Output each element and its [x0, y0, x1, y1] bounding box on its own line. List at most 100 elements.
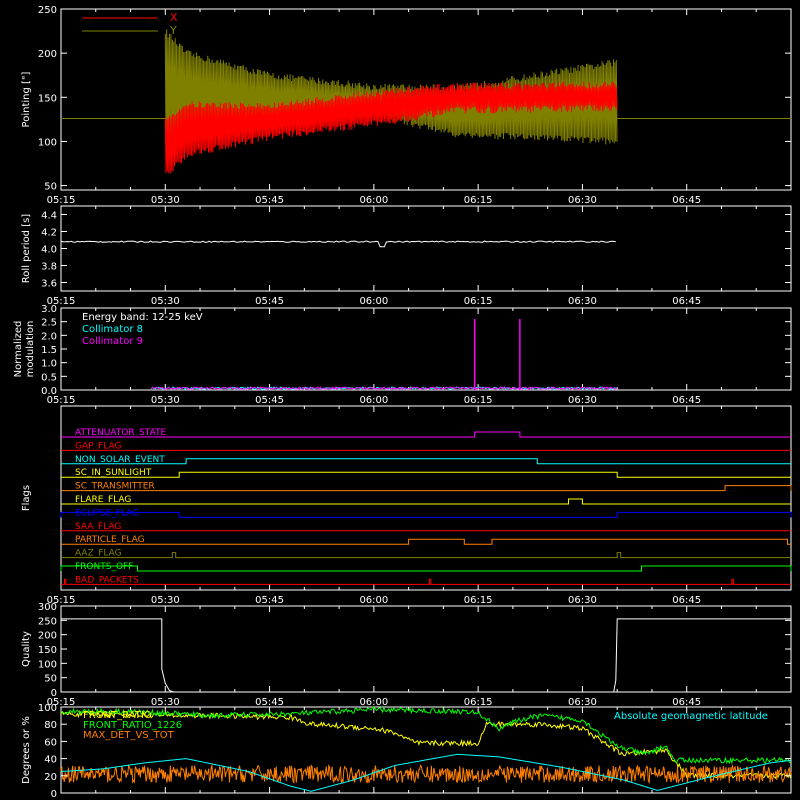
panel-0-y-tick-label: 50 [44, 182, 57, 193]
flag-particle-flag-label: PARTICLE_FLAG [75, 535, 145, 545]
panel-1-x-tick-label: 05:30 [151, 296, 180, 307]
panel-2-y-tick-label: 3.0 [41, 304, 57, 315]
degrees-legend-0: FRONT_RATIO [83, 710, 152, 721]
panel-0-x-tick-label: 05:45 [255, 195, 284, 206]
panel-5-y-tick-label: 0 [51, 789, 57, 800]
flag-eclipse-flag-line [60, 511, 792, 518]
panel-1-x-tick-label: 06:00 [359, 296, 388, 307]
panel-0-y-tick-label: 100 [38, 137, 57, 148]
panel-2-y-tick-label: 0.0 [41, 386, 57, 397]
panel-2-y-tick-label: 2.0 [41, 331, 57, 342]
panel-3-x-tick-label: 05:45 [255, 595, 284, 606]
flag-non-solar-event-label: NON_SOLAR_EVENT [75, 455, 165, 465]
panel-1-y-tick-label: 3.6 [41, 279, 57, 290]
panel-0-y-tick-label: 250 [38, 5, 57, 16]
panel-1-x-tick-label: 06:15 [464, 296, 493, 307]
panel-1-y-tick-label: 3.8 [41, 262, 57, 273]
flag-bad-packets-label: BAD_PACKETS [75, 575, 139, 585]
flag-sc-transmitter-line [61, 485, 792, 492]
degrees-legend-3: Absolute geomagnetic latitude [614, 711, 768, 722]
flag-flare-flag-label: FLARE_FLAG [75, 495, 131, 505]
flag-aaz-flag-line [61, 552, 791, 559]
flag-non-solar-event-line [61, 458, 791, 465]
flag-flare-flag-line [61, 498, 791, 505]
panel-2-x-tick-label: 06:45 [672, 395, 701, 406]
panel-1-y-tick-label: 4.4 [41, 211, 57, 222]
degrees-legend-1: FRONT_RATIO_1226 [83, 720, 182, 731]
pointing-legend-y-label: Y [169, 24, 177, 37]
panel-1-frame [60, 205, 792, 292]
panel-2-x-tick-label: 05:45 [255, 395, 284, 406]
panel-3-x-tick-label: 06:15 [464, 595, 493, 606]
panel-1-y-axis-label: Roll period [s] [21, 214, 32, 283]
flag-attenuator-state-label: ATTENUATOR_STATE [75, 428, 167, 438]
modulation-legend-1: Collimator 8 [82, 324, 143, 335]
panel-0-y-axis-label: Pointing ["] [21, 71, 32, 127]
panel-4-x-tick-label: 06:30 [568, 697, 597, 708]
flag-sc-in-sunlight-label: SC_IN_SUNLIGHT [75, 468, 152, 478]
panel-4-x-tick-label: 06:00 [359, 697, 388, 708]
panel-5-frame [60, 706, 792, 794]
panel-3-frame [60, 405, 792, 591]
panel-2-y-axis-label: modulation [25, 321, 36, 378]
panel-3-x-tick-label: 06:00 [359, 595, 388, 606]
panel-0-x-tick-label: 06:00 [359, 195, 388, 206]
panel-5-y-tick-label: 20 [44, 772, 57, 783]
panel-5-y-tick-label: 60 [44, 737, 57, 748]
flag-bad-packets-line [61, 578, 791, 585]
quality-trace [61, 618, 791, 693]
degrees-front-ratio-trace [60, 709, 792, 781]
panel-4-y-tick-label: 300 [38, 602, 57, 613]
flag-sc-transmitter-label: SC_TRANSMITTER [75, 482, 155, 492]
panel-4-y-tick-label: 100 [38, 659, 57, 670]
panel-2-x-tick-label: 05:15 [47, 395, 76, 406]
panel-4-y-tick-label: 50 [44, 674, 57, 685]
panel-3-x-tick-label: 05:30 [151, 595, 180, 606]
panel-1-x-tick-label: 05:15 [47, 296, 76, 307]
panel-4-x-tick-label: 05:30 [151, 697, 180, 708]
degrees-absolute-geomagnetic-latitude-trace [60, 753, 791, 792]
panel-0-x-tick-label: 05:15 [47, 195, 76, 206]
panel-4-y-tick-label: 150 [38, 645, 57, 656]
panel-4-y-tick-label: 0 [51, 688, 57, 699]
flag-sc-in-sunlight-line [61, 471, 791, 478]
degrees-front-ratio-1226-trace [60, 705, 791, 765]
roll-period-trace [60, 240, 616, 248]
panel-5-y-tick-label: 80 [44, 720, 57, 731]
flag-fronts-off-line [60, 565, 792, 572]
flag-particle-flag-line [61, 538, 791, 545]
panel-0-y-tick-label: 200 [38, 49, 57, 60]
flag-gap-flag-label: GAP_FLAG [75, 441, 121, 451]
flag-eclipse-flag-label: ECLIPSE_FLAG [75, 508, 139, 518]
flag-attenuator-state-line [61, 431, 791, 438]
panel-4-y-axis-label: Quality [21, 631, 32, 667]
panel-3-x-tick-label: 05:15 [47, 595, 76, 606]
panel-4-x-tick-label: 06:45 [672, 697, 701, 708]
panel-3-x-tick-label: 06:45 [672, 595, 701, 606]
panel-1-y-tick-label: 4.0 [41, 245, 57, 256]
panel-1-x-tick-label: 06:30 [568, 296, 597, 307]
panel-2-y-axis-label: Normalized [13, 321, 24, 378]
panel-1-x-tick-label: 05:45 [255, 296, 284, 307]
panel-4-x-tick-label: 06:15 [464, 697, 493, 708]
panel-0-frame [60, 8, 792, 191]
flag-fronts-off-label: FRONTS_OFF [75, 562, 133, 572]
flag-saa-flag-label: SAA_FLAG [75, 522, 121, 532]
panel-1-y-tick-label: 4.2 [41, 228, 57, 239]
panel-4-x-tick-label: 05:15 [47, 697, 76, 708]
panel-2-y-tick-label: 1.0 [41, 359, 57, 370]
pointing-x-trace [164, 81, 618, 174]
pointing-legend-x-label: X [170, 11, 178, 24]
panel-0-x-tick-label: 05:30 [151, 195, 180, 206]
panel-3-y-axis-label: Flags [21, 485, 32, 511]
panel-2-x-tick-label: 06:00 [359, 395, 388, 406]
panel-2-x-tick-label: 05:30 [151, 395, 180, 406]
modulation-legend-0: Energy band: 12-25 keV [82, 312, 203, 323]
panel-4-y-tick-label: 250 [38, 616, 57, 627]
modulation-legend-2: Collimator 9 [82, 336, 143, 347]
panel-4-x-tick-label: 05:45 [255, 697, 284, 708]
panel-0-x-tick-label: 06:45 [672, 195, 701, 206]
panel-2-x-tick-label: 06:30 [568, 395, 597, 406]
panel-0-x-tick-label: 06:30 [568, 195, 597, 206]
